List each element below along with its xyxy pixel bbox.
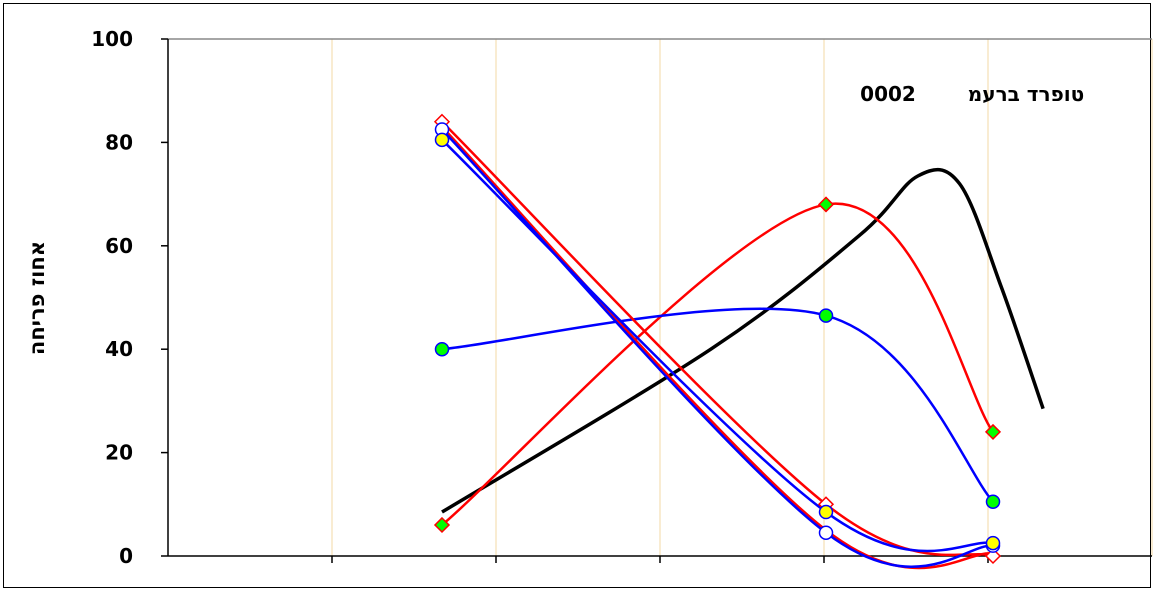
y-tick-label: 60 xyxy=(105,234,133,258)
point-marker xyxy=(818,308,834,323)
series-line-2 xyxy=(441,202,995,526)
series-line-3 xyxy=(441,307,994,503)
series-lines xyxy=(441,120,1045,570)
point-marker xyxy=(818,525,834,540)
chart-title-number: 0002 xyxy=(860,82,916,106)
chart-title-text: טופרד ברעמ xyxy=(968,82,1084,106)
chart-frame xyxy=(3,3,1151,588)
point-marker xyxy=(984,547,1002,565)
point-marker xyxy=(434,132,450,148)
y-tick-labels: 0 20 40 60 80 100 xyxy=(91,27,133,568)
point-marker xyxy=(817,196,835,213)
series-line-4 xyxy=(441,120,994,558)
series-line-6 xyxy=(441,128,994,568)
series-markers xyxy=(433,113,1002,565)
series-line-7 xyxy=(441,138,994,553)
point-marker xyxy=(984,423,1002,440)
point-marker xyxy=(818,504,834,520)
y-tick-label: 80 xyxy=(105,130,133,154)
axes xyxy=(161,38,1152,563)
point-marker xyxy=(434,341,450,357)
y-tick-label: 100 xyxy=(91,27,133,51)
y-axis-label: אחוז פריחה xyxy=(25,241,49,355)
point-marker xyxy=(985,535,1001,551)
point-marker xyxy=(433,516,451,534)
series-line-1 xyxy=(441,167,1045,514)
y-tick-label: 20 xyxy=(105,441,133,465)
point-marker xyxy=(985,494,1001,509)
y-tick-label: 40 xyxy=(105,337,133,361)
y-tick-label: 0 xyxy=(119,544,133,568)
chart-title: 0002 טופרד ברעמ xyxy=(860,82,1084,106)
grid-lines xyxy=(331,39,1153,556)
series-line-5 xyxy=(441,126,994,570)
